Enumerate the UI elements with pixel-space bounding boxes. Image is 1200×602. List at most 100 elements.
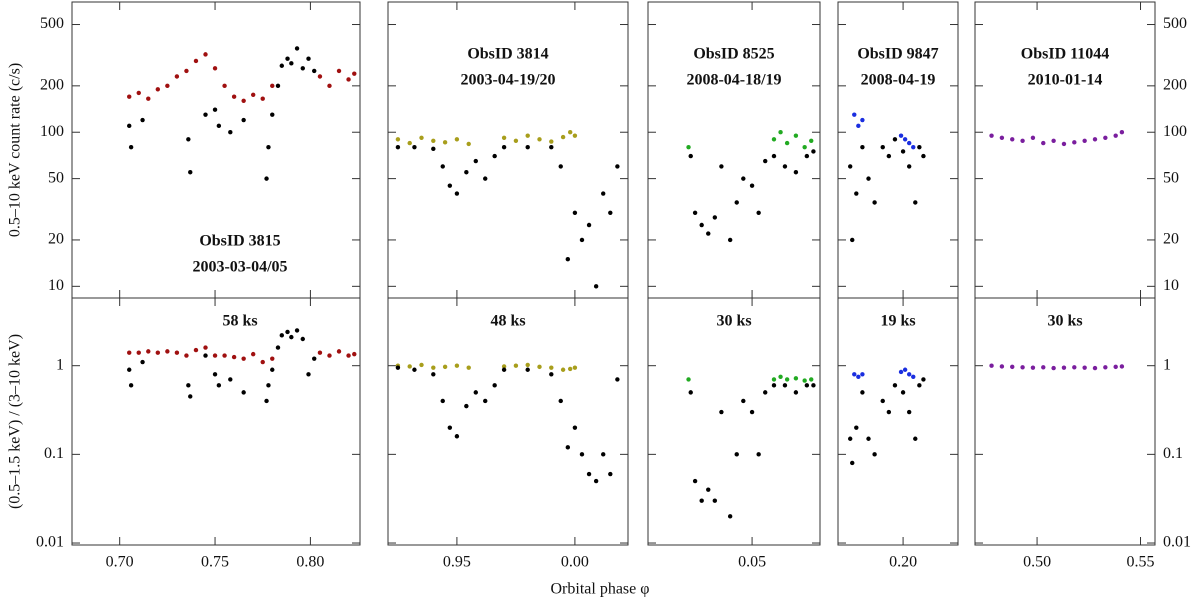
data-point <box>763 390 768 395</box>
data-point <box>686 377 691 382</box>
data-point <box>431 365 436 370</box>
data-point <box>880 398 885 404</box>
data-point <box>266 383 271 388</box>
data-point <box>165 349 170 354</box>
data-point <box>906 372 912 377</box>
data-point <box>1051 365 1056 371</box>
data-point <box>749 183 755 188</box>
data-point <box>593 284 599 289</box>
data-point <box>906 164 912 169</box>
data-point <box>395 365 401 370</box>
data-point <box>778 130 783 135</box>
data-point <box>464 403 469 409</box>
data-point <box>155 350 161 355</box>
data-point <box>525 133 530 138</box>
data-point <box>692 210 698 216</box>
data-point <box>188 394 193 399</box>
data-point <box>146 96 151 101</box>
data-point <box>608 210 613 216</box>
data-point <box>212 66 218 71</box>
data-point <box>850 237 855 243</box>
data-point <box>431 372 436 377</box>
data-point <box>193 347 199 353</box>
x-tick-label: 0.05 <box>738 554 766 571</box>
data-point <box>579 237 585 243</box>
y-tick-label: 100 <box>1163 123 1187 140</box>
data-point <box>300 66 305 71</box>
data-point <box>289 61 294 66</box>
y-tick-label: 20 <box>48 231 64 248</box>
data-point <box>537 137 542 142</box>
data-point <box>898 369 904 375</box>
annotation: 58 ks <box>222 313 257 330</box>
data-point <box>264 398 269 404</box>
data-point <box>1092 137 1098 142</box>
data-point <box>294 328 300 333</box>
panel-frame <box>71 297 361 546</box>
data-point <box>1061 365 1067 370</box>
data-point <box>1113 133 1118 138</box>
data-point <box>1020 138 1025 143</box>
data-point <box>174 74 180 79</box>
data-point <box>856 123 861 129</box>
data-point <box>136 350 141 355</box>
data-point <box>848 436 853 441</box>
data-point <box>852 372 857 377</box>
annotation: ObsID 8525 <box>693 46 774 63</box>
data-point <box>852 112 857 117</box>
data-point <box>216 123 222 129</box>
data-point <box>921 377 926 382</box>
data-point <box>872 452 877 457</box>
data-point <box>216 383 222 388</box>
data-point <box>203 52 208 57</box>
data-point <box>501 364 507 369</box>
y-tick-label: 10 <box>48 277 64 294</box>
data-point <box>395 144 401 150</box>
data-point <box>911 374 916 379</box>
data-point <box>447 425 453 430</box>
annotation: 2010-01-14 <box>1028 72 1103 89</box>
data-point <box>140 117 145 123</box>
data-point <box>525 144 530 150</box>
data-point <box>228 377 233 382</box>
data-point <box>560 134 566 140</box>
data-point <box>706 487 711 492</box>
data-point <box>1082 365 1087 370</box>
data-point <box>222 83 227 89</box>
panel-frame <box>647 297 821 546</box>
data-point <box>892 137 898 142</box>
data-point <box>902 367 908 372</box>
y-tick-label: 100 <box>40 123 64 140</box>
x-tick-label: 0.75 <box>201 554 229 571</box>
data-point <box>231 354 237 360</box>
data-point <box>412 144 417 150</box>
data-point <box>212 353 218 358</box>
data-point <box>850 460 855 466</box>
annotation: ObsID 9847 <box>857 46 938 63</box>
data-point <box>513 363 519 368</box>
data-point <box>558 164 563 169</box>
data-point <box>549 372 554 377</box>
data-point <box>898 133 904 138</box>
data-point <box>294 46 300 51</box>
data-point <box>719 164 724 169</box>
data-point <box>346 353 351 358</box>
data-point <box>212 372 218 377</box>
data-point <box>741 398 746 404</box>
data-point <box>900 149 906 154</box>
data-point <box>275 83 281 89</box>
data-point <box>686 144 691 150</box>
data-point <box>688 390 693 395</box>
data-point <box>312 68 317 74</box>
data-point <box>279 63 285 68</box>
data-point <box>572 133 578 138</box>
y-axis-label: (0.5–1.5 keV) / (3–10 keV) <box>7 334 24 509</box>
data-point <box>911 144 916 150</box>
panel-frame <box>974 297 1156 546</box>
data-point <box>900 390 906 395</box>
data-point <box>270 112 275 117</box>
data-point <box>771 377 777 382</box>
data-point <box>560 367 566 372</box>
data-point <box>572 365 578 370</box>
